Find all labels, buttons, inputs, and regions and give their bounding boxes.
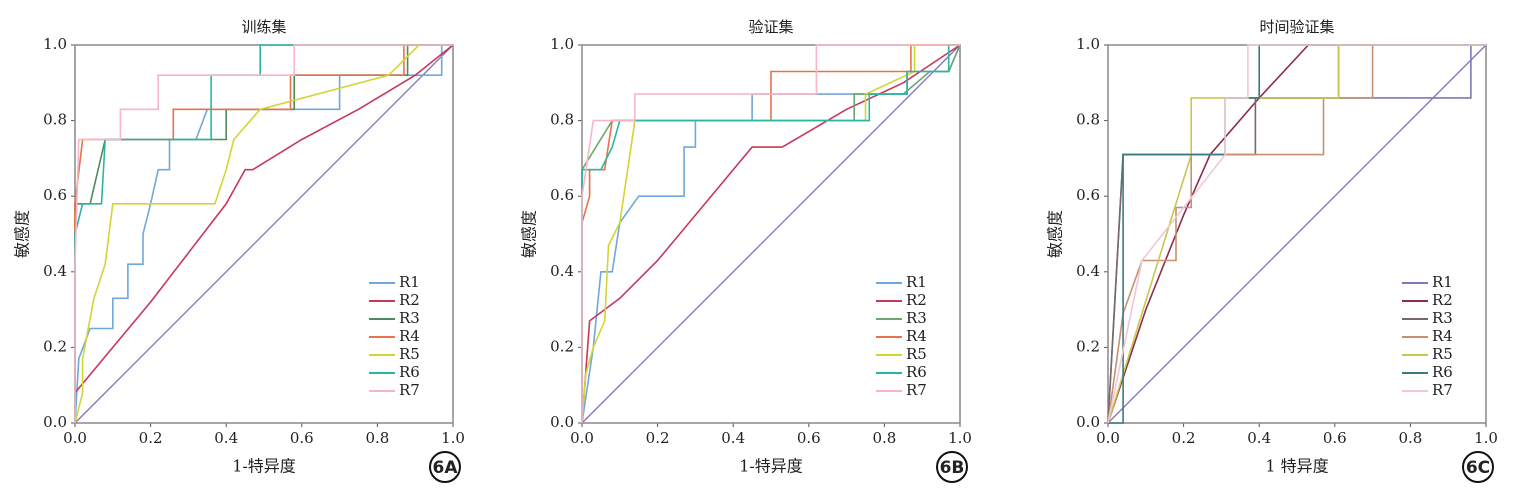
reference-diagonal bbox=[1107, 44, 1487, 424]
x-tick-label: 0.4 bbox=[1247, 429, 1271, 447]
y-tick-label: 0.8 bbox=[43, 111, 67, 129]
x-tick-label: 0.6 bbox=[290, 429, 314, 447]
legend-label: R1 bbox=[906, 273, 927, 291]
y-axis-label: 敏感度 bbox=[13, 210, 32, 258]
y-tick-label: 0.4 bbox=[550, 262, 574, 280]
y-tick-label: 0.2 bbox=[43, 337, 67, 355]
y-tick-label: 0.6 bbox=[550, 186, 574, 204]
roc-curve bbox=[581, 44, 960, 424]
roc-curve bbox=[1107, 44, 1486, 424]
x-tick-label: 0.0 bbox=[570, 429, 594, 447]
legend-label: R6 bbox=[906, 363, 927, 381]
x-tick-label: 0.6 bbox=[1323, 429, 1347, 447]
legend-label: R5 bbox=[906, 345, 927, 363]
reference-diagonal bbox=[74, 44, 454, 424]
panel: 验证集 1-特异度 敏感度 0.0 0.2 0.4 0.6 0.8 1.0 0.0 0.2 0.4 0.… bbox=[520, 18, 972, 483]
legend-label: R1 bbox=[1432, 273, 1453, 291]
chart-title: 验证集 bbox=[748, 18, 793, 36]
x-tick-label: 0.4 bbox=[214, 429, 238, 447]
legend-label: R2 bbox=[399, 291, 420, 309]
x-tick-label: 0.0 bbox=[63, 429, 87, 447]
x-tick-label: 1.0 bbox=[1474, 429, 1498, 447]
legend-label: R1 bbox=[399, 273, 420, 291]
y-tick-label: 0.0 bbox=[43, 413, 67, 431]
panel-tag-circle bbox=[1462, 451, 1494, 483]
x-axis-label: 1-特异度 bbox=[232, 457, 296, 476]
reference-diagonal bbox=[581, 44, 961, 424]
roc-curve bbox=[1107, 44, 1486, 424]
roc-curve bbox=[74, 44, 453, 423]
x-axis-label: 1-特异度 bbox=[739, 457, 803, 476]
y-tick-label: 1.0 bbox=[43, 35, 67, 53]
legend-label: R7 bbox=[906, 381, 927, 399]
legend-label: R4 bbox=[399, 327, 420, 345]
y-tick-label: 0.8 bbox=[1076, 111, 1100, 129]
legend-label: R2 bbox=[1432, 291, 1453, 309]
y-tick-label: 0.0 bbox=[550, 413, 574, 431]
y-tick-label: 0.8 bbox=[550, 111, 574, 129]
legend-label: R6 bbox=[399, 363, 420, 381]
x-tick-label: 0.2 bbox=[646, 429, 670, 447]
y-tick-label: 0.4 bbox=[43, 262, 67, 280]
y-tick-label: 0.6 bbox=[1076, 186, 1100, 204]
y-tick-label: 0.4 bbox=[1076, 262, 1100, 280]
x-tick-label: 1.0 bbox=[441, 429, 465, 447]
panel: 训练集 1-特异度 敏感度 0.0 0.2 0.4 0.6 0.8 1.0 0.0 0.2 0.4 0.… bbox=[13, 18, 465, 483]
roc-curve bbox=[74, 44, 453, 424]
y-axis-label: 敏感度 bbox=[520, 210, 539, 258]
legend-label: R7 bbox=[1432, 381, 1453, 399]
x-tick-label: 1.0 bbox=[948, 429, 972, 447]
panel-tag: 6A bbox=[433, 458, 459, 478]
roc-curve bbox=[581, 44, 960, 423]
roc-curve bbox=[74, 44, 453, 424]
roc-curve bbox=[74, 44, 453, 423]
chart-title: 训练集 bbox=[241, 18, 286, 36]
legend-label: R4 bbox=[906, 327, 927, 345]
y-axis-label: 敏感度 bbox=[1046, 210, 1065, 258]
legend-label: R2 bbox=[906, 291, 927, 309]
y-tick-label: 1.0 bbox=[1076, 35, 1100, 53]
legend-label: R3 bbox=[399, 309, 420, 327]
panel: 时间验证集 1 特异度 敏感度 0.0 0.2 0.4 0.6 0.8 1.0 0.0 0.2 0.4… bbox=[1046, 18, 1498, 483]
y-tick-label: 0.2 bbox=[550, 337, 574, 355]
panel-tag: 6B bbox=[940, 458, 965, 478]
panel-tag: 6C bbox=[1466, 458, 1490, 478]
x-tick-label: 0.8 bbox=[1398, 429, 1422, 447]
legend-label: R3 bbox=[1432, 309, 1453, 327]
y-tick-label: 0.6 bbox=[43, 186, 67, 204]
x-tick-label: 0.8 bbox=[365, 429, 389, 447]
legend-label: R5 bbox=[1432, 345, 1453, 363]
y-tick-label: 0.0 bbox=[1076, 413, 1100, 431]
x-tick-label: 0.2 bbox=[139, 429, 163, 447]
legend-label: R3 bbox=[906, 309, 927, 327]
y-tick-label: 0.2 bbox=[1076, 337, 1100, 355]
x-tick-label: 0.8 bbox=[872, 429, 896, 447]
panel-tag-circle bbox=[936, 451, 968, 483]
x-tick-label: 0.2 bbox=[1172, 429, 1196, 447]
y-tick-label: 1.0 bbox=[550, 35, 574, 53]
roc-curve bbox=[74, 44, 454, 423]
chart-title: 时间验证集 bbox=[1259, 18, 1334, 36]
roc-curve bbox=[581, 44, 960, 423]
x-tick-label: 0.4 bbox=[721, 429, 745, 447]
legend-label: R6 bbox=[1432, 363, 1453, 381]
x-tick-label: 0.6 bbox=[797, 429, 821, 447]
panel-tag-circle bbox=[429, 451, 461, 483]
legend-label: R7 bbox=[399, 381, 420, 399]
x-tick-label: 0.0 bbox=[1096, 429, 1120, 447]
x-axis-label: 1 特异度 bbox=[1265, 457, 1328, 476]
legend-label: R4 bbox=[1432, 327, 1453, 345]
legend-label: R5 bbox=[399, 345, 420, 363]
